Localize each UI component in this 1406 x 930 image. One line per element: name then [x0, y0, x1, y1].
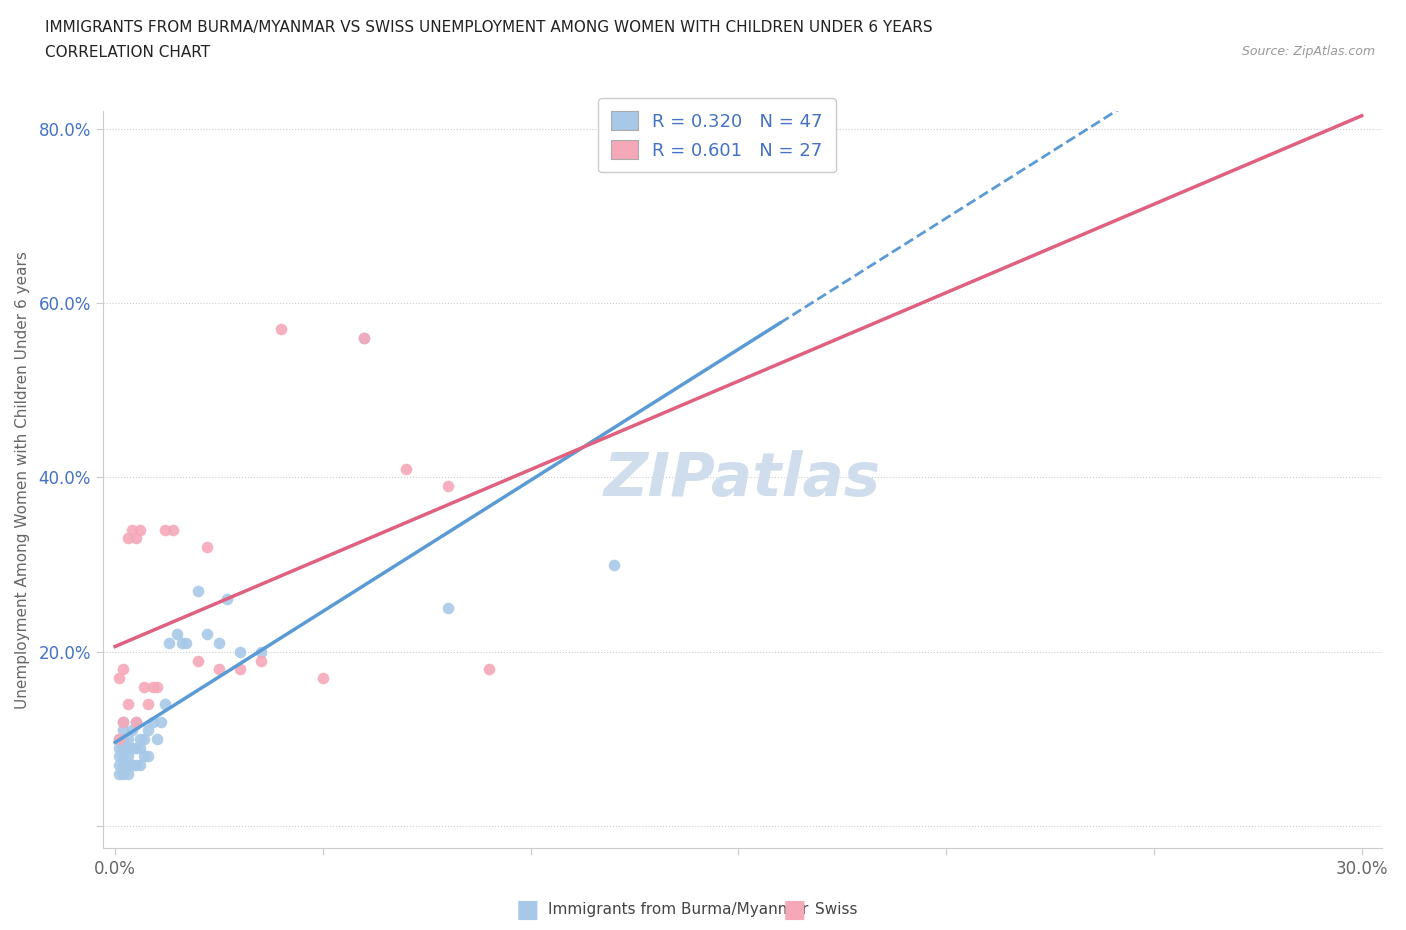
Point [112, 723, 135, 737]
Point [108, 749, 131, 764]
Point [229, 644, 252, 659]
Point [141, 679, 163, 694]
Point [117, 531, 139, 546]
Point [121, 740, 143, 755]
Point [353, 330, 375, 345]
Point [121, 523, 143, 538]
Point [195, 539, 218, 554]
Point [145, 679, 167, 694]
Point [138, 697, 160, 711]
Point [117, 766, 139, 781]
Point [129, 523, 152, 538]
Point [395, 461, 418, 476]
Text: CORRELATION CHART: CORRELATION CHART [45, 45, 209, 60]
Point [170, 635, 193, 650]
Point [134, 732, 156, 747]
Point [112, 732, 135, 747]
Point [125, 714, 148, 729]
Point [112, 758, 135, 773]
Point [478, 662, 501, 677]
Point [217, 592, 239, 607]
Point [153, 523, 176, 538]
Point [141, 714, 163, 729]
Text: Source: ZipAtlas.com: Source: ZipAtlas.com [1241, 45, 1375, 58]
Y-axis label: Unemployment Among Women with Children Under 6 years: Unemployment Among Women with Children U… [15, 251, 30, 709]
Point [138, 723, 160, 737]
Text: ■: ■ [783, 897, 806, 922]
Point [270, 322, 292, 337]
Point [108, 732, 131, 747]
Point [436, 601, 458, 616]
Point [153, 697, 176, 711]
Point [353, 330, 375, 345]
Point [121, 758, 143, 773]
Point [112, 740, 135, 755]
Point [121, 723, 143, 737]
Point [145, 732, 167, 747]
Point [117, 749, 139, 764]
Point [229, 662, 252, 677]
Point [208, 662, 231, 677]
Text: IMMIGRANTS FROM BURMA/MYANMAR VS SWISS UNEMPLOYMENT AMONG WOMEN WITH CHILDREN UN: IMMIGRANTS FROM BURMA/MYANMAR VS SWISS U… [45, 20, 932, 35]
Point [108, 758, 131, 773]
Point [112, 766, 135, 781]
Point [108, 766, 131, 781]
Point [112, 714, 135, 729]
Point [108, 740, 131, 755]
Point [149, 714, 172, 729]
Point [112, 749, 135, 764]
Point [162, 523, 184, 538]
Point [125, 758, 148, 773]
Point [117, 732, 139, 747]
Point [195, 627, 218, 642]
Point [312, 671, 335, 685]
Point [117, 758, 139, 773]
Point [125, 531, 148, 546]
Point [112, 714, 135, 729]
Point [108, 732, 131, 747]
Point [117, 740, 139, 755]
Point [187, 583, 209, 598]
Point [117, 697, 139, 711]
Point [174, 635, 197, 650]
Point [108, 671, 131, 685]
Point [187, 653, 209, 668]
Legend: R = 0.320   N = 47, R = 0.601   N = 27: R = 0.320 N = 47, R = 0.601 N = 27 [599, 98, 835, 172]
Point [166, 627, 188, 642]
Point [138, 749, 160, 764]
Point [129, 732, 152, 747]
Point [125, 714, 148, 729]
Text: ZIPatlas: ZIPatlas [605, 450, 882, 509]
Point [134, 679, 156, 694]
Point [129, 740, 152, 755]
Point [125, 740, 148, 755]
Point [249, 653, 271, 668]
Point [208, 635, 231, 650]
Point [249, 644, 271, 659]
Point [157, 635, 180, 650]
Point [134, 749, 156, 764]
Text: ■: ■ [516, 897, 538, 922]
Text: Swiss: Swiss [815, 902, 858, 917]
Point [129, 758, 152, 773]
Point [112, 662, 135, 677]
Text: Immigrants from Burma/Myanmar: Immigrants from Burma/Myanmar [548, 902, 808, 917]
Point [436, 479, 458, 494]
Point [603, 557, 626, 572]
